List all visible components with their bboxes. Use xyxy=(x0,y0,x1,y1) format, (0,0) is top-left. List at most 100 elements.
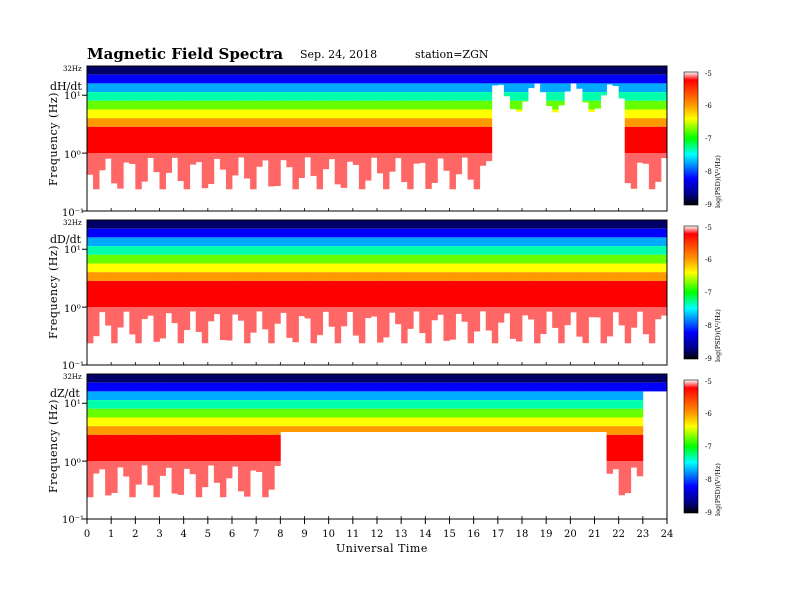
heatmap-cell xyxy=(334,109,342,119)
heatmap-cell xyxy=(364,374,372,383)
heatmap-cell xyxy=(364,254,372,264)
heatmap-cell xyxy=(292,272,299,281)
heatmap-cell xyxy=(274,126,281,153)
heatmap-cell xyxy=(582,100,589,103)
heatmap-cell xyxy=(244,408,251,418)
heatmap-cell xyxy=(280,220,287,229)
heatmap-cell xyxy=(515,100,523,110)
heatmap-cell xyxy=(256,461,263,473)
heatmap-cell xyxy=(201,92,209,101)
heatmap-cell xyxy=(624,400,632,409)
heatmap-cell xyxy=(165,100,172,110)
heatmap-cell xyxy=(213,408,221,418)
heatmap-cell xyxy=(352,92,360,101)
heatmap-cell xyxy=(479,374,487,383)
heatmap-cell xyxy=(461,254,469,264)
heatmap-cell xyxy=(395,66,402,75)
heatmap-cell xyxy=(630,126,638,153)
heatmap-cell xyxy=(467,153,475,180)
heatmap-cell xyxy=(528,382,535,392)
heatmap-cell xyxy=(654,74,662,84)
heatmap-cell xyxy=(660,382,668,392)
colorbar-dz: -5 -6 -7 -8 -9 log(PSD)(V²/Hz) xyxy=(683,378,722,517)
heatmap-cell xyxy=(383,74,390,84)
heatmap-cell xyxy=(485,83,493,93)
heatmap-cell xyxy=(509,100,517,110)
heatmap-cell xyxy=(334,417,342,427)
heatmap-cell xyxy=(117,382,124,392)
heatmap-cell xyxy=(624,220,632,229)
heatmap-cell xyxy=(606,220,614,229)
heatmap-cell xyxy=(129,426,136,435)
heatmap-cell xyxy=(534,400,541,409)
heatmap-cell xyxy=(328,83,336,93)
heatmap-cell xyxy=(189,307,197,312)
heatmap-cell xyxy=(195,83,203,93)
heatmap-cell xyxy=(443,246,450,255)
heatmap-cell xyxy=(413,254,420,264)
heatmap-cell xyxy=(570,382,577,392)
heatmap-cell xyxy=(111,246,118,255)
heatmap-cell xyxy=(437,400,444,409)
heatmap-cell xyxy=(534,220,541,229)
heatmap-cell xyxy=(238,426,245,435)
heatmap-cell xyxy=(473,391,481,401)
heatmap-cell xyxy=(425,263,432,273)
y-axis-title: Frequency (Hz) xyxy=(47,245,60,339)
heatmap-cell xyxy=(636,246,644,255)
heatmap-cell xyxy=(93,92,100,101)
heatmap-cell xyxy=(129,220,136,229)
heatmap-cell xyxy=(594,263,601,273)
heatmap-cell xyxy=(213,126,221,153)
heatmap-cell xyxy=(401,426,408,432)
heatmap-cell xyxy=(425,307,432,344)
heatmap-cell xyxy=(624,237,632,247)
heatmap-cell xyxy=(437,391,444,401)
heatmap-cell xyxy=(636,382,644,392)
heatmap-cell xyxy=(449,228,456,238)
heatmap-cell xyxy=(642,374,650,383)
heatmap-cell xyxy=(630,153,638,189)
heatmap-cell xyxy=(443,408,450,418)
heatmap-cell xyxy=(244,220,251,229)
heatmap-cell xyxy=(509,272,517,281)
heatmap-cell xyxy=(540,246,547,255)
heatmap-cell xyxy=(413,400,420,409)
heatmap-cell xyxy=(485,118,493,127)
heatmap-cell xyxy=(612,246,620,255)
heatmap-cell xyxy=(467,237,475,247)
heatmap-cell xyxy=(189,417,197,427)
heatmap-cell xyxy=(564,263,571,273)
heatmap-cell xyxy=(268,280,275,307)
heatmap-cell xyxy=(105,408,112,418)
heatmap-cell xyxy=(552,417,559,427)
heatmap-cell xyxy=(413,280,420,307)
heatmap-cell xyxy=(153,307,160,342)
heatmap-cell xyxy=(636,83,644,93)
heatmap-cell xyxy=(358,109,366,119)
heatmap-cell xyxy=(443,374,450,383)
heatmap-cell xyxy=(491,83,499,86)
heatmap-cell xyxy=(564,272,571,281)
heatmap-cell xyxy=(425,417,432,427)
heatmap-cell xyxy=(280,374,287,383)
heatmap-cell xyxy=(268,382,275,392)
heatmap-cell xyxy=(612,280,620,307)
heatmap-cell xyxy=(449,100,456,110)
heatmap-cell xyxy=(195,400,203,409)
heatmap-cell xyxy=(316,254,324,264)
heatmap-cell xyxy=(570,391,577,401)
x-tick-label: 10 xyxy=(322,529,335,540)
heatmap-cell xyxy=(618,382,626,392)
heatmap-cell xyxy=(449,400,456,409)
heatmap-cell xyxy=(111,280,118,307)
heatmap-cell xyxy=(606,434,614,461)
heatmap-cell xyxy=(479,92,487,101)
heatmap-cell xyxy=(207,391,215,401)
heatmap-cell xyxy=(310,408,317,418)
heatmap-cell xyxy=(135,461,142,485)
heatmap-cell xyxy=(244,280,251,307)
heatmap-cell xyxy=(171,83,179,93)
heatmap-cell xyxy=(328,426,336,432)
heatmap-cell xyxy=(395,92,402,101)
